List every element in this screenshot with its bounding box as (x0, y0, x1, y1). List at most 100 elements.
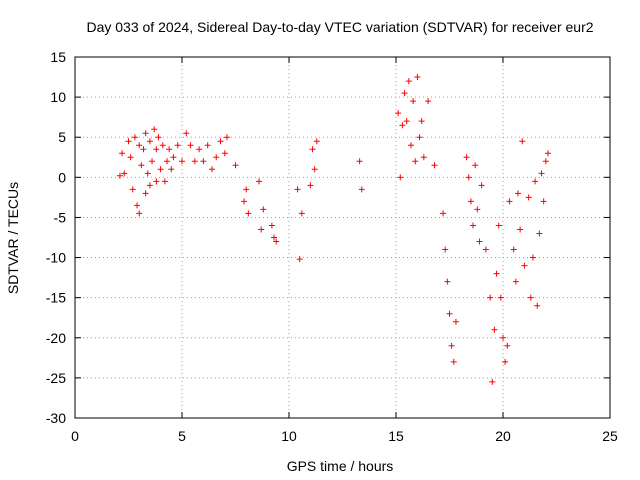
data-point (164, 158, 171, 165)
data-point (273, 238, 280, 245)
data-point (510, 246, 517, 253)
data-point (446, 310, 453, 317)
data-point (544, 150, 551, 157)
data-point (311, 166, 318, 173)
data-point (482, 246, 489, 253)
data-point (536, 230, 543, 237)
y-axis-ticks: 15 10 5 0 -5 -10 -15 -20 -25 -30 (46, 49, 610, 426)
data-point (525, 194, 532, 201)
x-tick-label: 5 (178, 428, 186, 444)
y-tick-label: -5 (54, 209, 67, 225)
data-point (223, 134, 230, 141)
data-point (159, 142, 166, 149)
data-point (183, 130, 190, 137)
data-point (161, 178, 168, 185)
data-point (127, 154, 134, 161)
y-tick-label: 5 (58, 129, 66, 145)
data-point (412, 158, 419, 165)
data-point (125, 138, 132, 145)
data-point (153, 146, 160, 153)
data-points (116, 74, 551, 385)
data-point (502, 358, 509, 365)
data-point (517, 226, 524, 233)
data-point (144, 170, 151, 177)
plot-frame (74, 56, 611, 419)
data-point (403, 118, 410, 125)
data-point (448, 342, 455, 349)
data-point (504, 342, 511, 349)
x-tick-label: 20 (495, 428, 511, 444)
data-point (397, 174, 404, 181)
data-point (529, 254, 536, 261)
y-axis-label: SDTVAR / TECUs (5, 182, 21, 294)
data-point (542, 158, 549, 165)
data-point (140, 146, 147, 153)
data-point (442, 246, 449, 253)
data-point (268, 222, 275, 229)
data-point (136, 142, 143, 149)
data-point (146, 182, 153, 189)
data-point (136, 210, 143, 217)
data-point (142, 190, 149, 197)
y-tick-label: 10 (50, 89, 66, 105)
data-point (298, 210, 305, 217)
data-point (155, 134, 162, 141)
data-point (142, 130, 149, 137)
data-point (532, 178, 539, 185)
data-point (153, 178, 160, 185)
data-point (131, 134, 138, 141)
y-tick-label: -30 (46, 410, 66, 426)
data-point (418, 118, 425, 125)
data-point (521, 262, 528, 269)
data-point (416, 134, 423, 141)
grid (75, 57, 610, 418)
data-point (170, 154, 177, 161)
data-point (491, 326, 498, 333)
data-point (506, 198, 513, 205)
data-point (309, 146, 316, 153)
data-point (313, 138, 320, 145)
data-point (191, 158, 198, 165)
data-point (138, 162, 145, 169)
data-point (146, 138, 153, 145)
data-point (307, 182, 314, 189)
x-tick-label: 0 (71, 428, 79, 444)
data-point (420, 154, 427, 161)
data-point (474, 206, 481, 213)
x-axis-label: GPS time / hours (287, 458, 394, 474)
data-point (431, 162, 438, 169)
data-point (217, 138, 224, 145)
data-point (534, 302, 541, 309)
data-point (119, 150, 126, 157)
data-point (245, 210, 252, 217)
data-point (208, 166, 215, 173)
data-point (514, 190, 521, 197)
data-point (187, 142, 194, 149)
data-point (157, 166, 164, 173)
data-point (134, 202, 141, 209)
data-point (149, 158, 156, 165)
data-point (401, 90, 408, 97)
data-point (414, 74, 421, 81)
data-point (243, 186, 250, 193)
y-tick-label: 15 (50, 49, 66, 65)
data-point (129, 186, 136, 193)
data-point (440, 210, 447, 217)
data-point (405, 78, 412, 85)
data-point (258, 226, 265, 233)
data-point (472, 162, 479, 169)
data-point (425, 98, 432, 105)
data-point (500, 334, 506, 341)
data-point (489, 378, 496, 385)
data-point (407, 142, 414, 149)
data-point (260, 206, 267, 213)
data-point (196, 146, 203, 153)
data-point (232, 162, 239, 169)
x-tick-label: 15 (388, 428, 404, 444)
data-point (121, 170, 128, 177)
data-point (493, 270, 500, 277)
data-point (487, 294, 494, 301)
data-point (200, 158, 207, 165)
data-point (151, 126, 158, 133)
y-tick-label: -20 (46, 330, 66, 346)
